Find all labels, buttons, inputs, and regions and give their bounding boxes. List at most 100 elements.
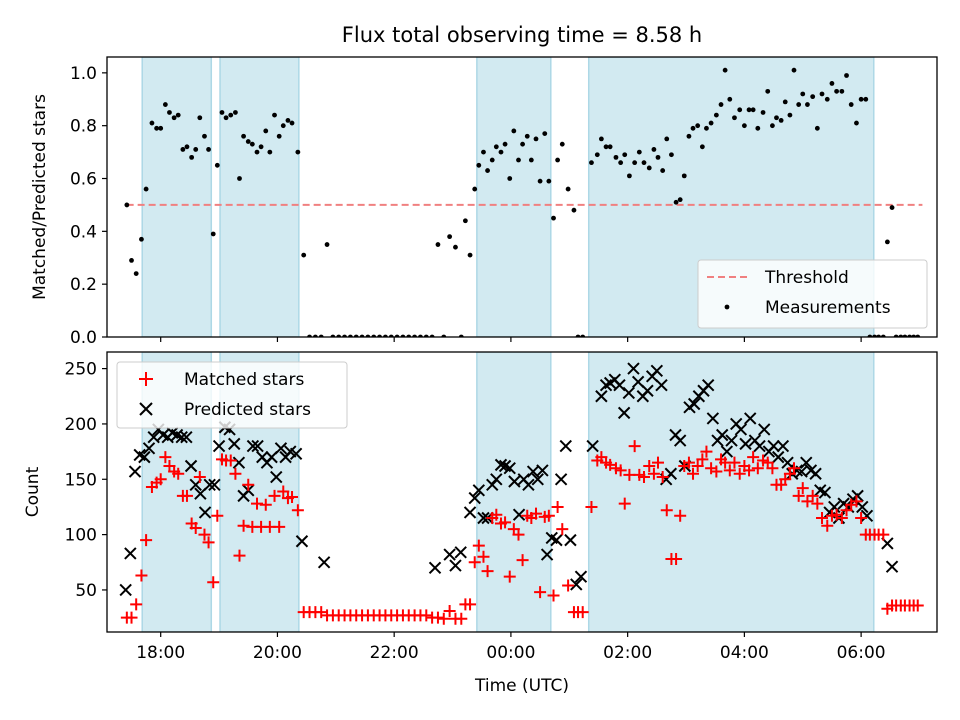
predicted-star-point [522, 478, 535, 492]
measurement-point [690, 125, 696, 131]
measurement-point [858, 96, 864, 102]
measurement-point [796, 102, 802, 107]
predicted-star-point [251, 439, 264, 453]
measurement-point [819, 91, 825, 97]
predicted-star-point [809, 467, 822, 480]
matched-star-point [431, 611, 444, 624]
predicted-star-point [270, 470, 283, 484]
bottom-y-tick-label: 100 [65, 526, 97, 546]
measurement-point [782, 99, 788, 105]
predicted-star-point [739, 437, 752, 451]
matched-star-point [618, 497, 631, 510]
matched-star-point [211, 509, 224, 522]
matched-star-point [647, 467, 660, 480]
measurement-point [589, 160, 594, 166]
measurement-point [669, 152, 674, 158]
matched-star-point [674, 509, 687, 522]
measurement-point [632, 160, 638, 166]
measurement-point [489, 157, 495, 163]
matched-star-point [651, 456, 664, 469]
predicted-star-point [687, 397, 701, 411]
predicted-star-point [715, 428, 729, 442]
matched-star-point [562, 579, 575, 592]
bottom-panel: 50 100 150 200 250 18:00 20:00 22:00 00:00 02:00… [23, 351, 938, 696]
measurement-point [162, 102, 168, 107]
matched-star-point [135, 569, 148, 582]
matched-star-point [233, 549, 246, 562]
bottom-x-axis: 18:00 20:00 22:00 00:00 02:00 04:00 06:00 [136, 632, 886, 663]
measurement-point [249, 141, 255, 147]
predicted-star-point [138, 450, 151, 464]
predicted-star-point [650, 364, 664, 378]
measurement-point [824, 96, 830, 102]
bottom-legend: Matched stars Predicted stars [116, 361, 348, 429]
measurement-point [848, 102, 854, 107]
measurement-point [737, 107, 743, 113]
matched-star-point [159, 451, 172, 464]
matched-star-point [811, 497, 824, 510]
predicted-star-point [490, 473, 503, 486]
predicted-star-point [232, 456, 246, 469]
measurement-point [233, 110, 238, 115]
bottom-y-tick-label: 200 [65, 415, 97, 435]
matched-star-point [547, 589, 560, 602]
top-y-tick-label: 0.6 [70, 170, 97, 190]
predicted-star-point [673, 434, 687, 447]
measurement-point [241, 133, 246, 139]
measurement-point [571, 207, 577, 213]
measurement-point [704, 125, 709, 131]
measurement-point [516, 157, 521, 163]
measurement-point [324, 242, 330, 247]
matched-star-point [420, 609, 433, 622]
measurement-point [280, 123, 286, 129]
measurement-point [214, 162, 220, 168]
shaded-interval-1 [141, 57, 213, 337]
predicted-star-point [851, 489, 864, 503]
matched-star-point [530, 507, 543, 520]
matched-star-point [585, 500, 598, 513]
measurement-point [760, 110, 766, 115]
measurement-point [210, 231, 216, 237]
matched-star-point [477, 550, 490, 563]
predicted-star-point [454, 546, 467, 559]
x-tick-label: 04:00 [720, 643, 769, 663]
matched-star-point [443, 604, 456, 617]
matched-star-point [551, 500, 564, 513]
legend-predicted-swatch [139, 402, 153, 416]
measurement-point [533, 136, 539, 142]
measurement-point [498, 149, 504, 155]
measurement-point [447, 234, 453, 240]
measurement-point [607, 144, 613, 150]
predicted-star-point [570, 578, 583, 591]
chart-title: Flux total observing time = 8.58 h [342, 23, 702, 47]
measurement-point [435, 242, 441, 247]
measurement-point [741, 123, 747, 129]
measurement-point [139, 236, 144, 242]
matched-star-point [468, 556, 481, 569]
predicted-star-point [586, 439, 599, 453]
measurement-point [829, 81, 835, 86]
matched-star-point [277, 485, 290, 498]
x-tick-label: 02:00 [603, 643, 652, 663]
measurement-point [755, 125, 761, 131]
matched-star-point [202, 536, 215, 549]
measurement-point [618, 160, 624, 166]
matched-star-point [472, 539, 485, 552]
measurement-point [520, 141, 525, 147]
measurement-point [603, 144, 609, 150]
bottom-y-axis: 50 100 150 200 250 [65, 360, 107, 601]
matched-star-point [751, 462, 764, 475]
matched-star-point [682, 456, 695, 469]
predicted-star-point [701, 378, 715, 392]
measurement-point [565, 186, 571, 192]
matched-star-point [787, 462, 800, 475]
predicted-star-point [494, 458, 508, 472]
top-y-tick-label: 0.8 [70, 117, 97, 137]
matched-star-point [490, 508, 503, 521]
measurement-point [681, 173, 687, 179]
measurement-point [863, 96, 869, 102]
x-axis-label: Time (UTC) [474, 676, 569, 696]
predicted-star-point [142, 442, 156, 455]
predicted-star-point [744, 412, 757, 425]
predicted-star-point [274, 442, 288, 455]
